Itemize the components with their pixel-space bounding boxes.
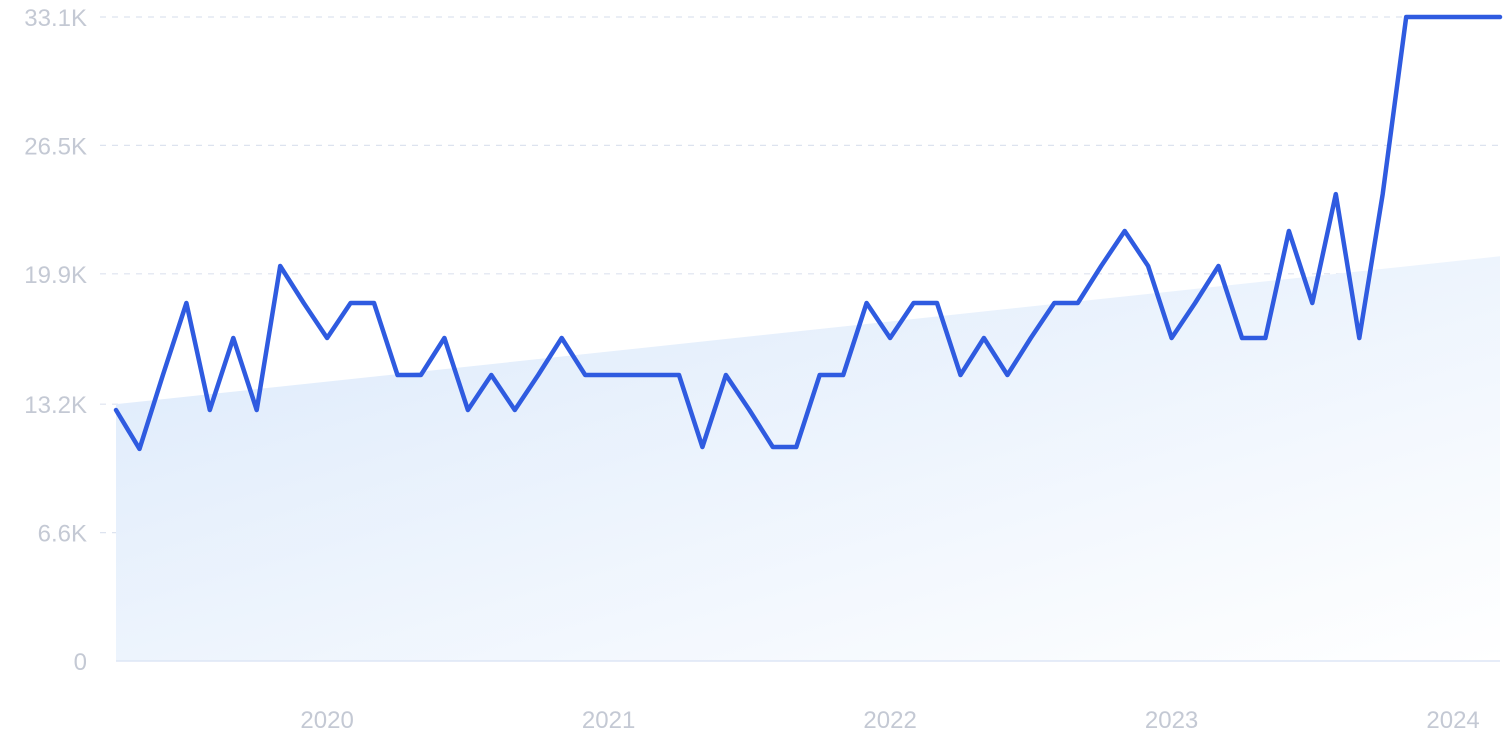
y-tick-label-4: 26.5K: [24, 133, 87, 160]
data-point-2019-11: [278, 264, 282, 268]
y-tick-label-2: 13.2K: [24, 392, 87, 419]
data-point-2019-08: [208, 408, 212, 412]
data-point-2022-03: [935, 301, 939, 305]
data-point-2024-02: [1475, 15, 1479, 19]
data-point-2021-03: [654, 373, 658, 377]
data-point-2022-06: [1005, 373, 1009, 377]
data-point-2023-11: [1404, 15, 1408, 19]
data-point-2023-10: [1381, 192, 1385, 196]
data-point-2019-07: [184, 301, 188, 305]
data-point-2022-04: [959, 373, 963, 377]
x-tick-label-2023: 2023: [1145, 707, 1198, 734]
data-point-2024-03: [1498, 15, 1502, 19]
data-point-2020-12: [583, 373, 587, 377]
data-point-2023-08: [1334, 192, 1338, 196]
data-point-2021-07: [747, 408, 751, 412]
data-point-2019-04: [114, 408, 118, 412]
data-point-2024-01: [1451, 15, 1455, 19]
trend-layer: [116, 256, 1500, 661]
data-point-2023-05: [1263, 336, 1267, 340]
x-tick-label-2022: 2022: [863, 707, 916, 734]
data-point-2021-01: [607, 373, 611, 377]
data-point-2020-10: [536, 373, 540, 377]
data-point-2021-12: [865, 301, 869, 305]
data-point-2023-12: [1428, 15, 1432, 19]
data-point-2019-06: [161, 373, 165, 377]
y-tick-label-0: 0: [74, 649, 87, 676]
data-point-2020-02: [349, 301, 353, 305]
data-point-2020-08: [489, 373, 493, 377]
axis-layer: 0 6.6K 13.2K 19.9K 26.5K 33.1K 2020 2021 2022 202…: [24, 5, 1500, 734]
x-tick-label-2024: 2024: [1426, 707, 1479, 734]
series-line-0: [113, 14, 1503, 452]
data-point-2022-09: [1076, 301, 1080, 305]
data-point-2019-05: [138, 447, 142, 451]
data-point-2020-04: [396, 373, 400, 377]
data-point-2022-12: [1146, 264, 1150, 268]
x-tick-label-2021: 2021: [582, 707, 635, 734]
data-point-2023-09: [1357, 336, 1361, 340]
data-point-2021-09: [794, 445, 798, 449]
data-point-2020-11: [560, 336, 564, 340]
data-point-2022-08: [1052, 301, 1056, 305]
y-tick-label-3: 19.9K: [24, 262, 87, 289]
data-point-2019-10: [255, 408, 259, 412]
data-point-2022-02: [912, 301, 916, 305]
x-tick-label-2020: 2020: [300, 707, 353, 734]
data-point-2020-09: [513, 408, 517, 412]
data-point-2020-05: [419, 373, 423, 377]
data-point-2022-10: [1099, 264, 1103, 268]
y-tick-label-5: 33.1K: [24, 5, 87, 32]
data-point-2021-02: [630, 373, 634, 377]
data-point-2022-05: [982, 336, 986, 340]
data-point-2022-01: [888, 336, 892, 340]
data-point-2019-09: [231, 336, 235, 340]
data-point-2023-03: [1217, 264, 1221, 268]
data-point-2022-11: [1123, 229, 1127, 233]
data-point-2023-04: [1240, 336, 1244, 340]
data-point-2020-03: [372, 301, 376, 305]
series-layer: [113, 14, 1503, 452]
data-point-2020-06: [442, 336, 446, 340]
data-point-2021-06: [724, 373, 728, 377]
data-point-2021-11: [841, 373, 845, 377]
data-point-2023-01: [1170, 336, 1174, 340]
data-point-2023-06: [1287, 229, 1291, 233]
data-point-2019-12: [302, 301, 306, 305]
data-point-2021-08: [771, 445, 775, 449]
data-point-2021-10: [818, 373, 822, 377]
data-point-2020-01: [325, 336, 329, 340]
y-tick-label-1: 6.6K: [38, 521, 87, 548]
data-point-2021-05: [700, 445, 704, 449]
data-point-2023-07: [1310, 301, 1314, 305]
data-point-2021-04: [677, 373, 681, 377]
data-point-2023-02: [1193, 301, 1197, 305]
data-point-2022-07: [1029, 336, 1033, 340]
trend-area: [116, 256, 1500, 661]
data-point-2020-07: [466, 408, 470, 412]
